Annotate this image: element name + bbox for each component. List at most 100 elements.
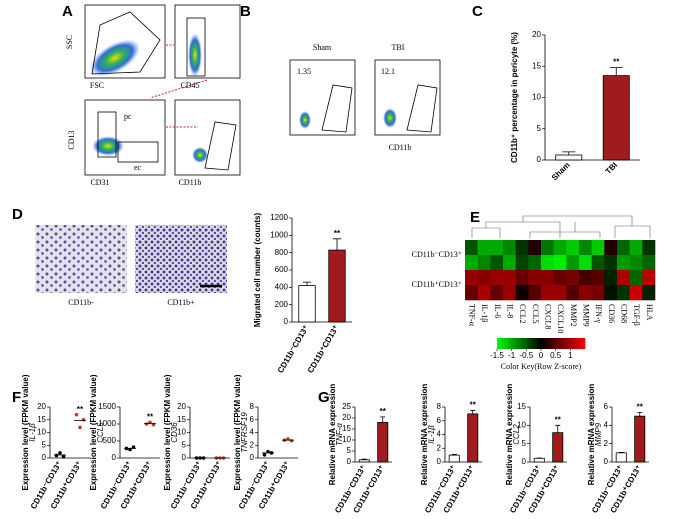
heatmap-cell xyxy=(579,285,592,301)
y-axis-gene: CD36 xyxy=(170,422,179,443)
y-tick-label: 8 xyxy=(250,402,255,411)
heatmap-cell xyxy=(477,240,491,256)
column-label: CCL5 xyxy=(531,304,540,324)
y-tick-label: 15 xyxy=(532,61,541,70)
y-tick-label: 4 xyxy=(604,420,609,429)
error-bar xyxy=(332,238,342,251)
dot xyxy=(289,438,294,443)
heatmap-cell xyxy=(553,270,567,286)
bar xyxy=(615,452,627,463)
y-tick-label: 0 xyxy=(604,457,609,466)
dendrogram xyxy=(471,215,651,238)
heatmap-cell xyxy=(528,270,542,286)
y-tick-label: 2 xyxy=(604,439,609,448)
color-key-step xyxy=(567,338,570,349)
color-key-step xyxy=(556,338,559,349)
axis-label: FSC xyxy=(90,81,104,90)
color-key-step xyxy=(527,338,531,349)
color-key-step xyxy=(552,338,555,349)
y-tick-label: 5 xyxy=(347,446,352,455)
axis-label: SSC xyxy=(65,35,74,49)
plot-title: TBI xyxy=(392,43,405,52)
color-key-step xyxy=(525,338,529,349)
panel-letter: C xyxy=(472,3,483,20)
micrograph xyxy=(35,225,127,293)
heatmap-cell xyxy=(629,270,643,286)
y-tick-label: 600 xyxy=(275,265,289,274)
micrograph-label: CD11b+ xyxy=(167,298,195,307)
heatmap-cell xyxy=(528,255,542,271)
y-tick-label: 10 xyxy=(517,420,526,429)
color-key-step xyxy=(536,338,540,349)
heatmap-cell xyxy=(528,240,542,256)
bar xyxy=(555,154,583,161)
y-tick-label: 20 xyxy=(177,402,186,411)
y-tick-label: 10 xyxy=(342,435,351,444)
y-tick-label: 8 xyxy=(437,402,442,411)
dot xyxy=(78,425,82,430)
y-tick-label: 0 xyxy=(347,457,352,466)
heatmap-cell xyxy=(617,270,630,286)
color-key-step xyxy=(554,338,557,349)
y-tick-label: 25 xyxy=(342,402,351,411)
error-bar xyxy=(361,458,367,460)
y-tick-label: 500 xyxy=(103,436,117,445)
dot xyxy=(61,454,66,459)
heatmap-cell xyxy=(503,255,516,271)
dot xyxy=(81,417,86,422)
y-tick-label: 10 xyxy=(177,428,186,437)
y-tick-label: 2 xyxy=(437,443,442,452)
column-label: MMP2 xyxy=(569,304,578,327)
color-key-step xyxy=(530,338,533,349)
x-tick-label: Sham xyxy=(550,161,572,183)
y-tick-label: 5 xyxy=(42,440,47,449)
flow-plot xyxy=(174,99,241,176)
axis-label: CD45 xyxy=(180,81,199,90)
micrograph-panel: CD11b- CD11b+ xyxy=(35,225,227,307)
color-key-step xyxy=(571,338,575,349)
heatmap-cell xyxy=(604,285,618,301)
panel-letter: A xyxy=(62,3,73,20)
gate xyxy=(321,84,353,133)
dot xyxy=(262,453,267,457)
color-key-step xyxy=(574,338,577,349)
significance: ** xyxy=(77,405,84,414)
micrograph-label: CD11b- xyxy=(68,298,94,307)
error-bar xyxy=(555,424,561,433)
y-axis-gene: IL-1β xyxy=(28,423,37,442)
heatmap-cell xyxy=(604,255,618,271)
color-key-tick-label: 1 xyxy=(568,351,573,360)
color-key-tick-label: 0 xyxy=(539,351,544,360)
y-tick-label: 6 xyxy=(604,402,609,411)
heatmap-cell xyxy=(591,240,605,256)
y-axis-label: Expression level (FPKM value) xyxy=(89,374,98,490)
color-key-step xyxy=(543,338,546,349)
heatmap-cell xyxy=(553,255,567,271)
heatmap-cell xyxy=(515,240,529,256)
heatmap-cell xyxy=(579,270,592,286)
heatmap-cell xyxy=(579,240,592,256)
heatmap-cell xyxy=(503,285,516,301)
error-bar xyxy=(562,151,576,155)
heatmap-cell xyxy=(553,285,567,301)
color-key-step xyxy=(549,338,553,349)
heatmap-cell xyxy=(490,270,504,286)
gate xyxy=(204,121,237,171)
y-tick-label: 0 xyxy=(284,317,289,326)
axis-label: CD31 xyxy=(90,178,109,187)
y-tick-label: 0 xyxy=(250,453,255,462)
error-bar xyxy=(609,67,623,76)
heatmap-cell xyxy=(566,240,580,256)
y-tick-label: 20 xyxy=(37,402,46,411)
y-tick-label: 800 xyxy=(275,248,289,257)
flow-density xyxy=(188,33,202,77)
color-key-step xyxy=(499,338,502,349)
significance: ** xyxy=(555,415,562,424)
dot xyxy=(58,451,62,455)
column-label: TNF-α xyxy=(467,304,476,327)
column-label: CCL2 xyxy=(518,304,527,324)
heatmap-cell xyxy=(490,240,504,256)
axis-label: CD13 xyxy=(67,130,76,149)
y-tick-label: 0 xyxy=(522,457,527,466)
y-tick-label: 1000 xyxy=(98,419,116,428)
